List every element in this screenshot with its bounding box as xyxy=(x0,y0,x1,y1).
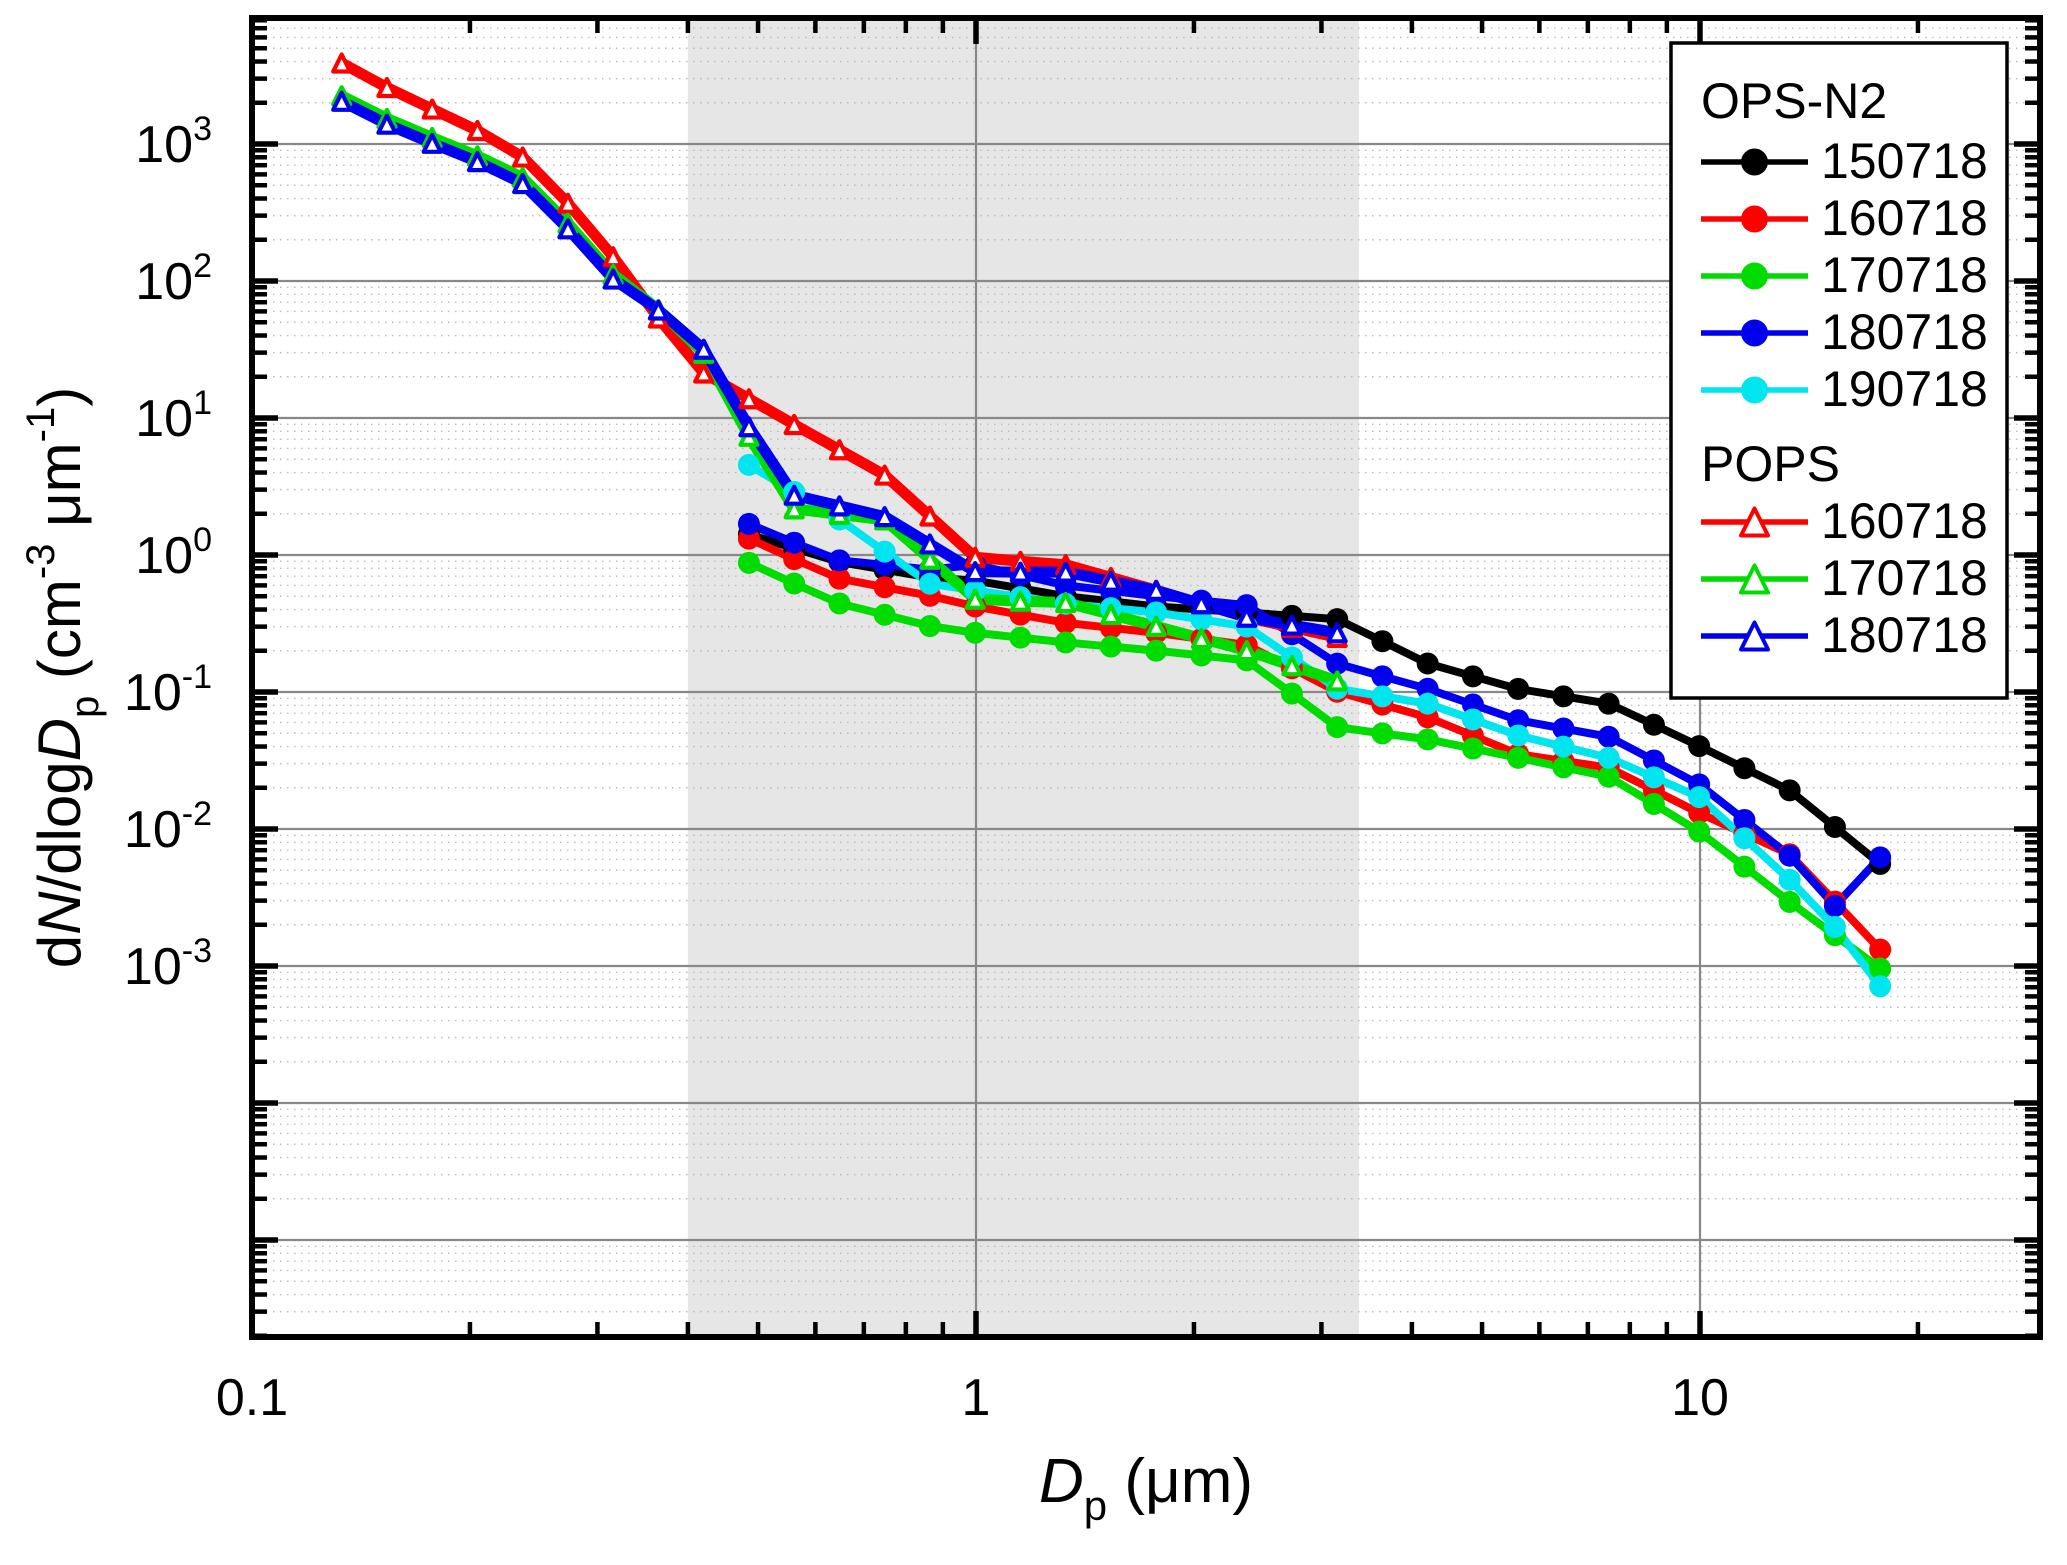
svg-text:180718: 180718 xyxy=(1821,304,1988,360)
svg-text:OPS-N2: OPS-N2 xyxy=(1701,73,1887,129)
svg-text:190718: 190718 xyxy=(1821,361,1988,417)
svg-text:POPS: POPS xyxy=(1701,436,1840,492)
svg-text:10: 10 xyxy=(1671,1369,1729,1427)
svg-text:170718: 170718 xyxy=(1821,247,1988,303)
svg-text:150718: 150718 xyxy=(1821,133,1988,189)
svg-text:170718: 170718 xyxy=(1821,550,1988,606)
svg-text:160718: 160718 xyxy=(1821,190,1988,246)
svg-text:180718: 180718 xyxy=(1821,607,1988,663)
svg-text:0.1: 0.1 xyxy=(216,1369,288,1427)
svg-text:1: 1 xyxy=(962,1369,991,1427)
svg-text:160718: 160718 xyxy=(1821,493,1988,549)
